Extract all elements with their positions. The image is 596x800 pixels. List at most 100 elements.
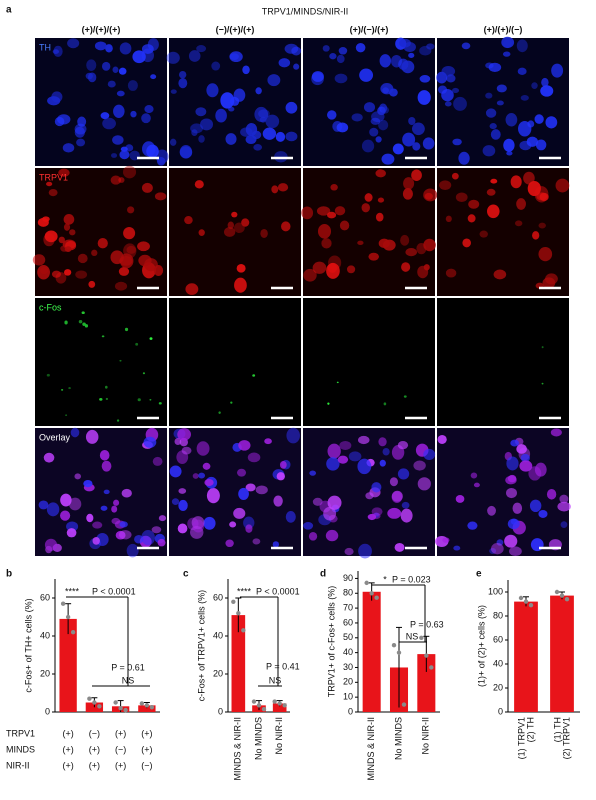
cell-blob [234, 277, 247, 293]
column-header: (−)/(+)/(+) [216, 24, 255, 34]
cell-blob [369, 127, 379, 137]
cell-blob [419, 74, 431, 83]
cell-blob [47, 96, 61, 106]
cell-blob [486, 188, 496, 196]
x-tick-label: MINDS & NIR-II [233, 717, 243, 781]
cell-blob [371, 482, 382, 493]
cell-blob [531, 82, 538, 89]
cell-blob [119, 150, 130, 160]
cell-blob [308, 531, 318, 541]
cell-blob [546, 488, 557, 500]
y-tick-label: 20 [213, 668, 223, 678]
cell-blob [169, 465, 182, 478]
cell-blob [184, 216, 193, 225]
data-point [65, 614, 71, 620]
column-header: (+)/(−)/(+) [350, 24, 389, 34]
cell-blob [198, 229, 205, 237]
y-tick-label: 60 [493, 634, 503, 644]
cell-blob [326, 457, 340, 471]
y-tick-label: 0 [498, 706, 503, 716]
cell-blob [383, 402, 387, 406]
cell-blob [501, 36, 515, 48]
cell-blob [32, 254, 46, 266]
table-cell: (+) [115, 760, 126, 770]
cell-blob [46, 181, 53, 187]
cell-blob [485, 62, 494, 69]
micrograph [435, 428, 571, 557]
cell-blob [137, 241, 150, 252]
cell-blob [116, 419, 120, 422]
x-tick-label: (1) TH [552, 717, 562, 742]
cell-blob [202, 462, 211, 470]
cell-blob [252, 374, 256, 377]
cell-blob [111, 517, 121, 525]
cell-blob [275, 131, 286, 142]
cell-blob [323, 506, 337, 521]
cell-blob [137, 398, 141, 402]
cell-blob [130, 110, 137, 118]
cell-blob [105, 44, 113, 53]
cell-blob [541, 346, 544, 349]
cell-blob [357, 240, 364, 246]
cell-blob [417, 477, 431, 491]
cell-blob [253, 143, 263, 151]
cell-blob [441, 65, 456, 77]
data-point [118, 706, 123, 711]
cell-blob [230, 401, 233, 404]
cell-blob [122, 165, 137, 179]
data-point [369, 591, 374, 596]
cell-blob [252, 538, 261, 545]
x-tick-label: (2) TH [525, 717, 535, 742]
y-tick-label: 10 [343, 692, 353, 702]
cell-blob [560, 521, 568, 528]
cell-blob [309, 470, 317, 476]
cell-blob [233, 88, 246, 102]
data-point [231, 599, 236, 604]
cell-blob [52, 49, 60, 55]
cell-blob [330, 184, 338, 191]
bar [59, 618, 77, 712]
cell-blob [505, 113, 518, 127]
cell-blob [229, 53, 239, 60]
y-tick-label: 0 [218, 706, 223, 716]
y-tick-label: 60 [213, 592, 223, 602]
cell-blob [339, 440, 352, 450]
cell-blob [344, 547, 354, 556]
data-point [241, 628, 246, 633]
cell-blob [381, 153, 395, 165]
cell-blob [112, 135, 124, 145]
cell-blob [119, 359, 122, 362]
cell-blob [177, 428, 192, 441]
cell-blob [100, 505, 108, 511]
bar [550, 595, 574, 712]
micrograph [35, 298, 167, 426]
cell-blob [284, 43, 299, 54]
y-tick-label: 80 [493, 610, 503, 620]
y-axis-label: TRPV1+ of c-Fos+ cells (%) [326, 586, 336, 698]
y-tick-label: 0 [348, 706, 353, 716]
cell-blob [245, 135, 257, 145]
cell-blob [279, 461, 287, 469]
cell-blob [206, 488, 220, 504]
table-cell: (+) [141, 744, 152, 754]
cell-blob [402, 188, 413, 200]
cell-blob [286, 427, 300, 444]
cell-blob [178, 70, 187, 79]
cell-blob [375, 136, 382, 143]
cell-blob [312, 261, 327, 274]
y-tick-label: 30 [343, 662, 353, 672]
annotation: NS [122, 675, 135, 685]
cell-blob [62, 143, 75, 153]
cell-blob [278, 58, 291, 68]
cell-blob [262, 127, 277, 140]
cell-blob [378, 119, 389, 131]
micrograph-bg [303, 428, 435, 556]
cell-blob [348, 451, 362, 462]
cell-blob [487, 505, 496, 516]
cell-blob [359, 68, 374, 82]
cell-blob [67, 38, 80, 49]
cell-blob [245, 524, 253, 533]
panel-letter: b [6, 569, 12, 580]
data-point [374, 595, 379, 600]
cell-blob [60, 510, 71, 521]
